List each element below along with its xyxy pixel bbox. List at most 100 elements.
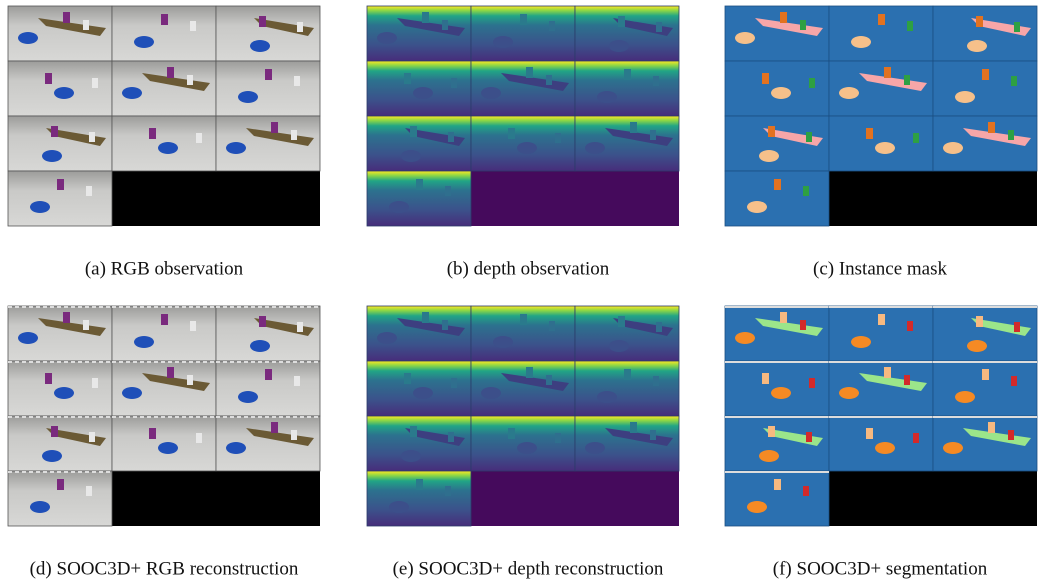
tile (8, 6, 112, 61)
chair (508, 128, 515, 139)
cushion (481, 387, 501, 399)
tile (829, 416, 933, 471)
chair (63, 312, 70, 323)
tile (367, 171, 471, 226)
chair (291, 430, 297, 440)
chair (650, 130, 656, 140)
chair (167, 367, 174, 378)
cushion (735, 32, 755, 44)
cushion (54, 387, 74, 399)
caption: (e) SOOC3D+ depth reconstruction (393, 558, 664, 579)
chair (190, 321, 196, 331)
tile (216, 116, 320, 171)
chair (45, 73, 52, 84)
tile (575, 361, 679, 416)
caption: (a) RGB observation (85, 258, 244, 279)
tile (829, 306, 933, 361)
chair (92, 378, 98, 388)
chair (904, 75, 910, 85)
tile (367, 471, 471, 526)
tile (471, 306, 575, 361)
tile (725, 306, 829, 361)
chair (907, 21, 913, 31)
chair (86, 186, 92, 196)
cushion (493, 336, 513, 348)
cushion (42, 450, 62, 462)
chair (656, 322, 662, 332)
chair (51, 126, 58, 137)
cushion (226, 442, 246, 454)
chair (618, 16, 625, 27)
body: {"figure": {"panels": [ {"caption": "(a)… (0, 0, 1044, 588)
image-panel (8, 306, 320, 526)
cushion (18, 332, 38, 344)
chair (259, 16, 266, 27)
tile (829, 116, 933, 171)
chair (294, 376, 300, 386)
cushion (517, 442, 537, 454)
chair (51, 426, 58, 437)
chair (976, 16, 983, 27)
cushion (875, 442, 895, 454)
cushion (771, 387, 791, 399)
cushion (609, 40, 629, 52)
tile (8, 306, 112, 361)
cushion (955, 91, 975, 103)
cushion (158, 442, 178, 454)
tile (725, 171, 829, 226)
tile (575, 61, 679, 116)
chair (291, 130, 297, 140)
chair (904, 375, 910, 385)
tile (8, 361, 112, 416)
chair (196, 433, 202, 443)
cushion (517, 142, 537, 154)
tile (725, 416, 829, 471)
cushion (597, 91, 617, 103)
chair (780, 312, 787, 323)
chair (520, 314, 527, 325)
cushion (851, 336, 871, 348)
chair (526, 67, 533, 78)
tile (112, 361, 216, 416)
chair (806, 132, 812, 142)
tile (933, 416, 1037, 471)
cushion (42, 150, 62, 162)
tile (725, 471, 829, 526)
chair (1014, 322, 1020, 332)
chair (774, 179, 781, 190)
chair (271, 122, 278, 133)
chair (167, 67, 174, 78)
chair (297, 22, 303, 32)
chair (982, 69, 989, 80)
chair (809, 78, 815, 88)
cushion (609, 340, 629, 352)
cushion (122, 87, 142, 99)
chair (913, 433, 919, 443)
chair (653, 76, 659, 86)
chair (451, 78, 457, 88)
chair (445, 486, 451, 496)
chair (149, 428, 156, 439)
cushion (967, 340, 987, 352)
tile (367, 416, 471, 471)
cushion (226, 142, 246, 154)
figure: (a) RGB observation (b) depth observatio… (0, 0, 1044, 588)
chair (92, 78, 98, 88)
chair (161, 14, 168, 25)
chair (630, 122, 637, 133)
chair (526, 367, 533, 378)
cushion (389, 501, 409, 513)
image-panel (367, 306, 679, 526)
tile (725, 61, 829, 116)
chair (271, 422, 278, 433)
chair (555, 133, 561, 143)
chair (1008, 130, 1014, 140)
caption: (d) SOOC3D+ RGB reconstruction (30, 558, 299, 579)
chair (196, 133, 202, 143)
tile (216, 361, 320, 416)
tile (725, 116, 829, 171)
chair (907, 321, 913, 331)
chair (630, 422, 637, 433)
chair (982, 369, 989, 380)
tile (933, 116, 1037, 171)
